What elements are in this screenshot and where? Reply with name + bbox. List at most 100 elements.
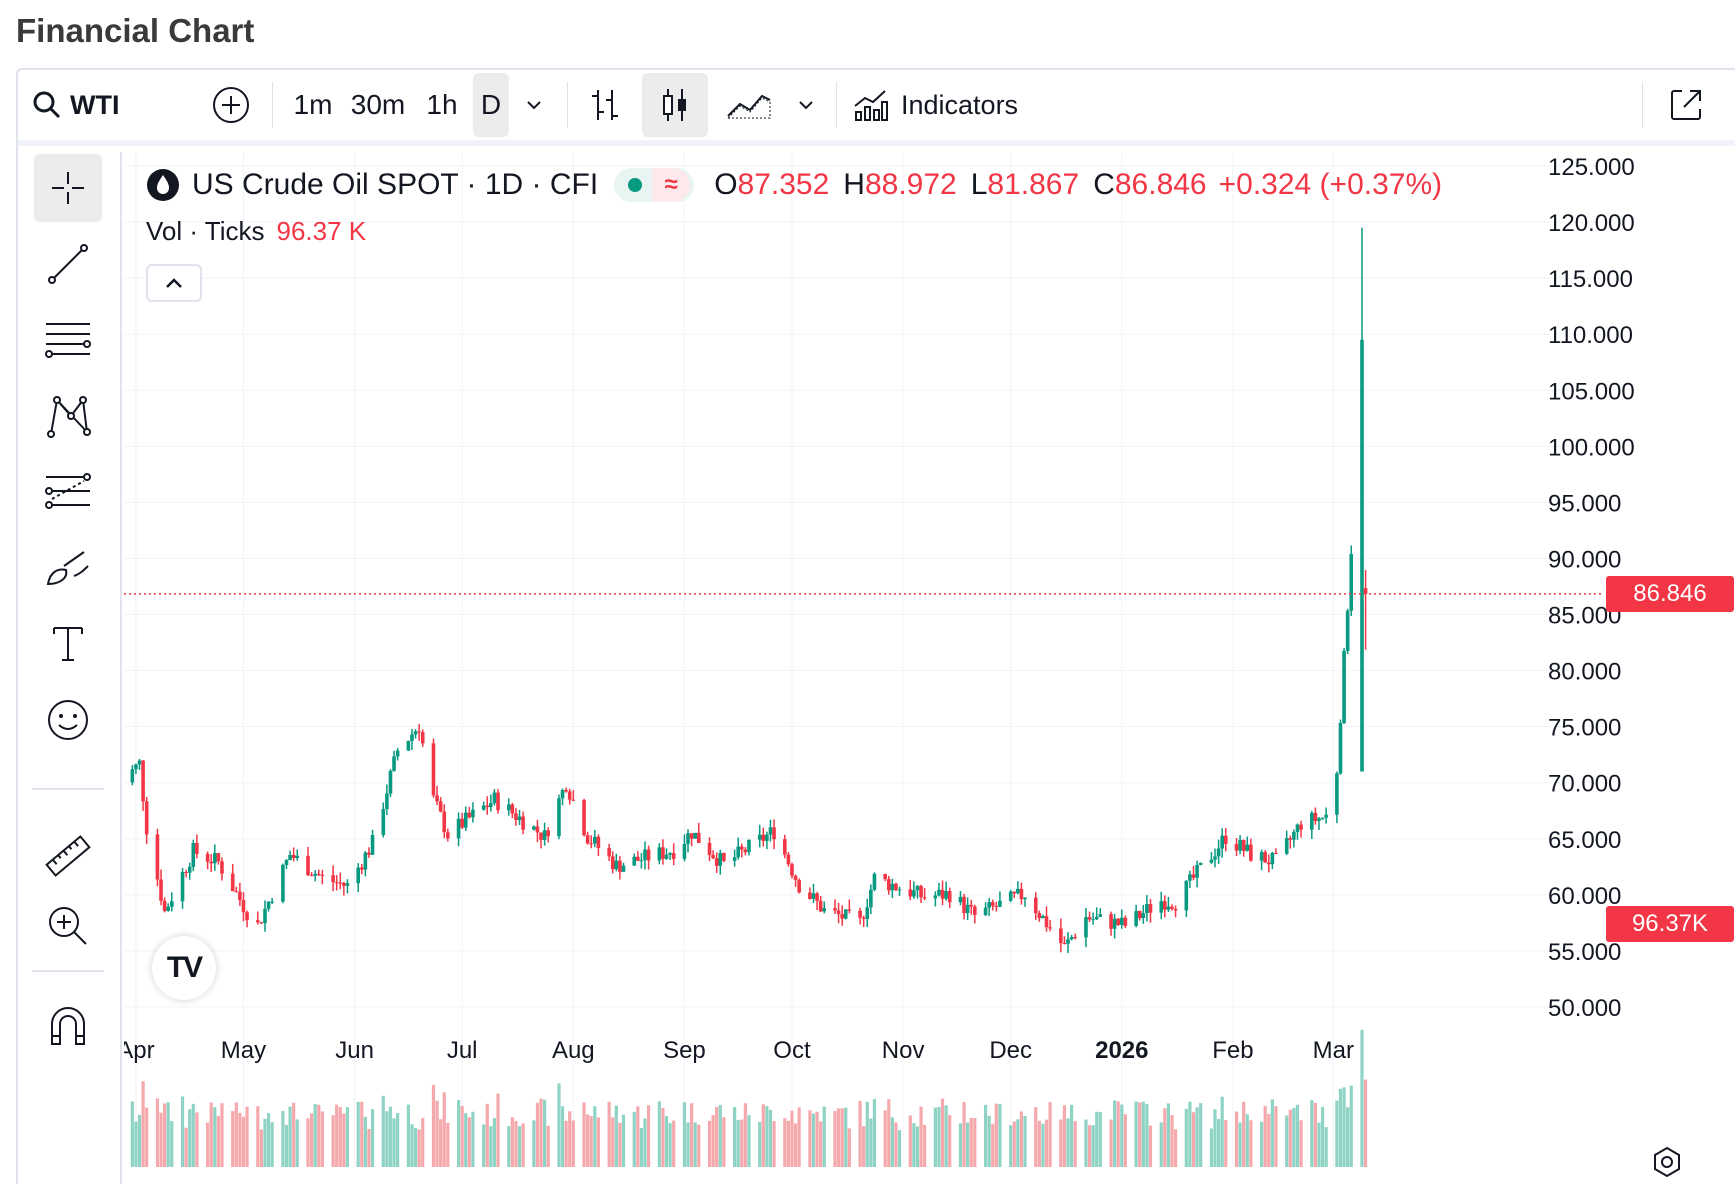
candle-body: [560, 789, 565, 799]
text-tool[interactable]: [34, 610, 102, 678]
bars-icon: [592, 90, 618, 120]
interval-30m[interactable]: 30m: [350, 89, 406, 120]
candle-body: [460, 818, 464, 828]
time-axis[interactable]: Apr May Jun Jul Aug Sep Oct Nov Dec 2026 Feb Mar: [124, 1037, 1354, 1064]
volume-bar: [331, 1115, 335, 1167]
bars-chart-button[interactable]: [576, 73, 634, 137]
chart-type-dropdown[interactable]: [784, 73, 828, 137]
volume-bar: [596, 1117, 600, 1167]
candle-body: [1166, 906, 1171, 910]
candle-body: [646, 849, 651, 861]
price-axis[interactable]: 125.000 120.000 115.000 110.000 105.000 100.0…: [1548, 154, 1635, 1022]
symbol-title[interactable]: US Crude Oil SPOT · 1D · CFI: [192, 168, 599, 201]
interval-d[interactable]: D: [473, 73, 509, 137]
volume-bar: [206, 1122, 210, 1167]
candlestick-icon: [663, 89, 686, 121]
compare-button[interactable]: [198, 73, 264, 137]
volume-bar: [263, 1118, 267, 1167]
market-status-pill[interactable]: ≈: [614, 168, 695, 202]
candle-body: [661, 847, 665, 859]
volume-bar: [281, 1110, 285, 1167]
volume-bar: [137, 1114, 142, 1167]
volume-bar: [1346, 1107, 1350, 1167]
volume-bar: [1288, 1109, 1292, 1167]
open-external-button[interactable]: [1651, 73, 1721, 137]
candle-body: [618, 860, 622, 872]
crosshair-tool[interactable]: [34, 154, 102, 222]
volume-bar: [381, 1095, 385, 1167]
symbol-search[interactable]: WTI: [18, 73, 198, 137]
volume-label[interactable]: Vol · Ticks: [146, 216, 265, 246]
ruler-tool[interactable]: [34, 822, 102, 890]
candle-body: [345, 883, 350, 886]
oil-drop-icon: [147, 169, 179, 201]
candle-body: [686, 833, 690, 844]
candle-body: [1044, 916, 1049, 928]
volume-bar: [155, 1098, 160, 1167]
indicators-button[interactable]: Indicators: [853, 73, 1043, 137]
candle-body: [1012, 891, 1017, 894]
candle-body: [962, 896, 966, 914]
candle-body: [1173, 909, 1178, 911]
volume-bar: [761, 1104, 765, 1167]
candle-body: [1148, 904, 1153, 913]
volume-bar: [209, 1102, 213, 1167]
settings-icon[interactable]: [1654, 1146, 1680, 1178]
tool-divider: [32, 788, 104, 790]
interval-1h[interactable]: 1h: [426, 89, 458, 120]
volume-bar: [370, 1109, 375, 1167]
candle-body: [858, 910, 862, 918]
candle-body: [1317, 818, 1321, 821]
candle-body: [793, 875, 798, 880]
magnet-tool[interactable]: [34, 992, 102, 1060]
emoji-tool[interactable]: [34, 686, 102, 754]
volume-bar: [987, 1115, 991, 1167]
forecast-tool[interactable]: [34, 458, 102, 526]
trend-line-tool[interactable]: [34, 230, 102, 298]
volume-bar: [697, 1124, 701, 1167]
candle-body: [1245, 844, 1250, 851]
candle-body: [919, 885, 923, 898]
interval-1m[interactable]: 1m: [293, 89, 333, 120]
volume-bar: [1342, 1087, 1346, 1167]
collapse-legend-button[interactable]: [146, 264, 202, 302]
candle-body: [765, 834, 769, 841]
volume-bar: [998, 1103, 1002, 1167]
fib-retracement-tool[interactable]: [34, 306, 102, 374]
candle-body: [1295, 824, 1300, 832]
zoom-tool[interactable]: [34, 892, 102, 960]
candle-body: [833, 908, 837, 911]
candle-body: [1073, 937, 1077, 939]
candle-body: [395, 750, 400, 757]
brush-tool[interactable]: [34, 534, 102, 602]
volume-bar: [485, 1103, 489, 1167]
price-chart[interactable]: 125.000 120.000 115.000 110.000 105.000 100.0…: [124, 152, 1735, 1184]
candle-body: [532, 826, 536, 830]
candle-body: [514, 813, 518, 821]
pattern-tool[interactable]: [34, 382, 102, 450]
volume-bar: [1170, 1115, 1174, 1167]
volume-bar: [560, 1106, 565, 1167]
volume-bar: [1145, 1104, 1149, 1167]
area-chart-button[interactable]: [714, 73, 784, 137]
volume-bar: [1098, 1112, 1102, 1167]
candle-body: [937, 889, 941, 896]
candle-body: [496, 792, 500, 811]
top-toolbar: WTI 1m 30m 1h D Indicators: [18, 70, 1735, 146]
chart-pane[interactable]: 125.000 120.000 115.000 110.000 105.000 100.0…: [124, 152, 1735, 1184]
volume-bar: [1310, 1100, 1314, 1167]
time-tick-label: Nov: [882, 1037, 925, 1064]
close-value: 86.846: [1114, 168, 1207, 201]
candle-body: [381, 809, 386, 836]
candle-body: [492, 792, 497, 804]
candles-chart-button[interactable]: [642, 73, 708, 137]
tradingview-logo[interactable]: TV: [152, 936, 216, 1000]
volume-bar: [962, 1101, 966, 1167]
volume-bar: [571, 1120, 575, 1167]
volume-bar: [1019, 1111, 1024, 1167]
horizontal-lines-icon: [45, 323, 91, 358]
high-key: H: [843, 168, 865, 201]
volume-bar: [1213, 1109, 1217, 1167]
interval-dropdown[interactable]: [509, 73, 559, 137]
volume-bar: [435, 1100, 439, 1167]
